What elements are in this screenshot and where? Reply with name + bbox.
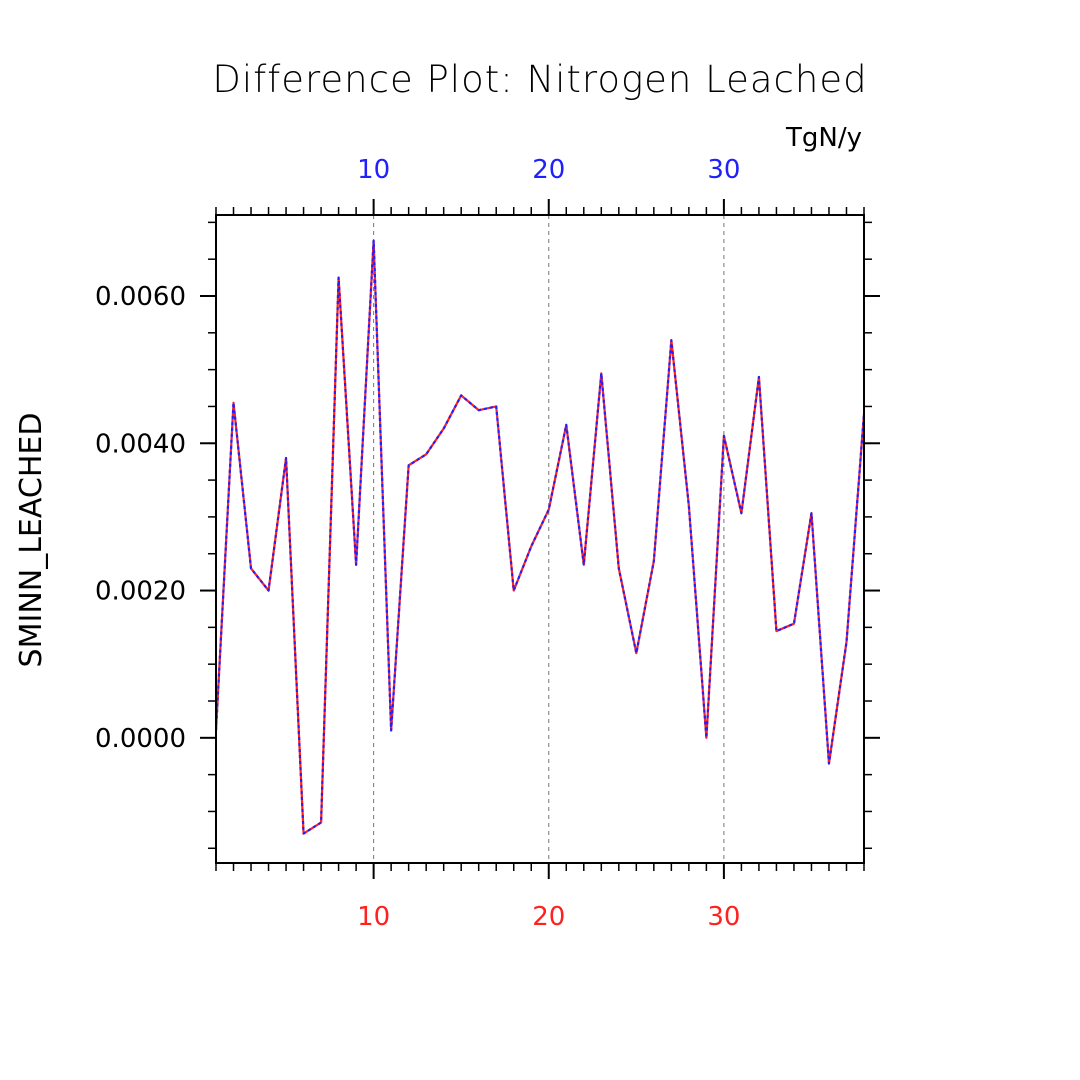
y-tick-label: 0.0020	[95, 577, 186, 607]
axis-ticks	[200, 199, 880, 879]
plot-frame	[215, 214, 865, 864]
x-tick-label-top: 30	[707, 155, 740, 185]
y-tick-labels: 0.0000 0.0020 0.0040 0.0060	[95, 282, 186, 754]
y-tick-label: 0.0060	[95, 282, 186, 312]
x-tick-label-bottom: 20	[532, 902, 565, 932]
units-label: TgN/y	[785, 123, 862, 153]
x-tick-labels-bottom: 10 20 30	[357, 902, 740, 932]
series-line-1	[216, 239, 864, 835]
grid-lines	[373, 215, 725, 863]
x-tick-labels-top: 10 20 30	[357, 155, 740, 185]
x-tick-label-top: 20	[532, 155, 565, 185]
y-tick-label: 0.0040	[95, 429, 186, 459]
y-tick-label: 0.0000	[95, 724, 186, 754]
series-lines	[216, 239, 864, 835]
x-tick-label-top: 10	[357, 155, 390, 185]
y-axis-label: SMINN_LEACHED	[14, 413, 49, 668]
series-line-2	[216, 239, 864, 835]
x-tick-label-bottom: 30	[707, 902, 740, 932]
x-tick-label-bottom: 10	[357, 902, 390, 932]
chart-title: Difference Plot: Nitrogen Leached	[212, 58, 867, 101]
